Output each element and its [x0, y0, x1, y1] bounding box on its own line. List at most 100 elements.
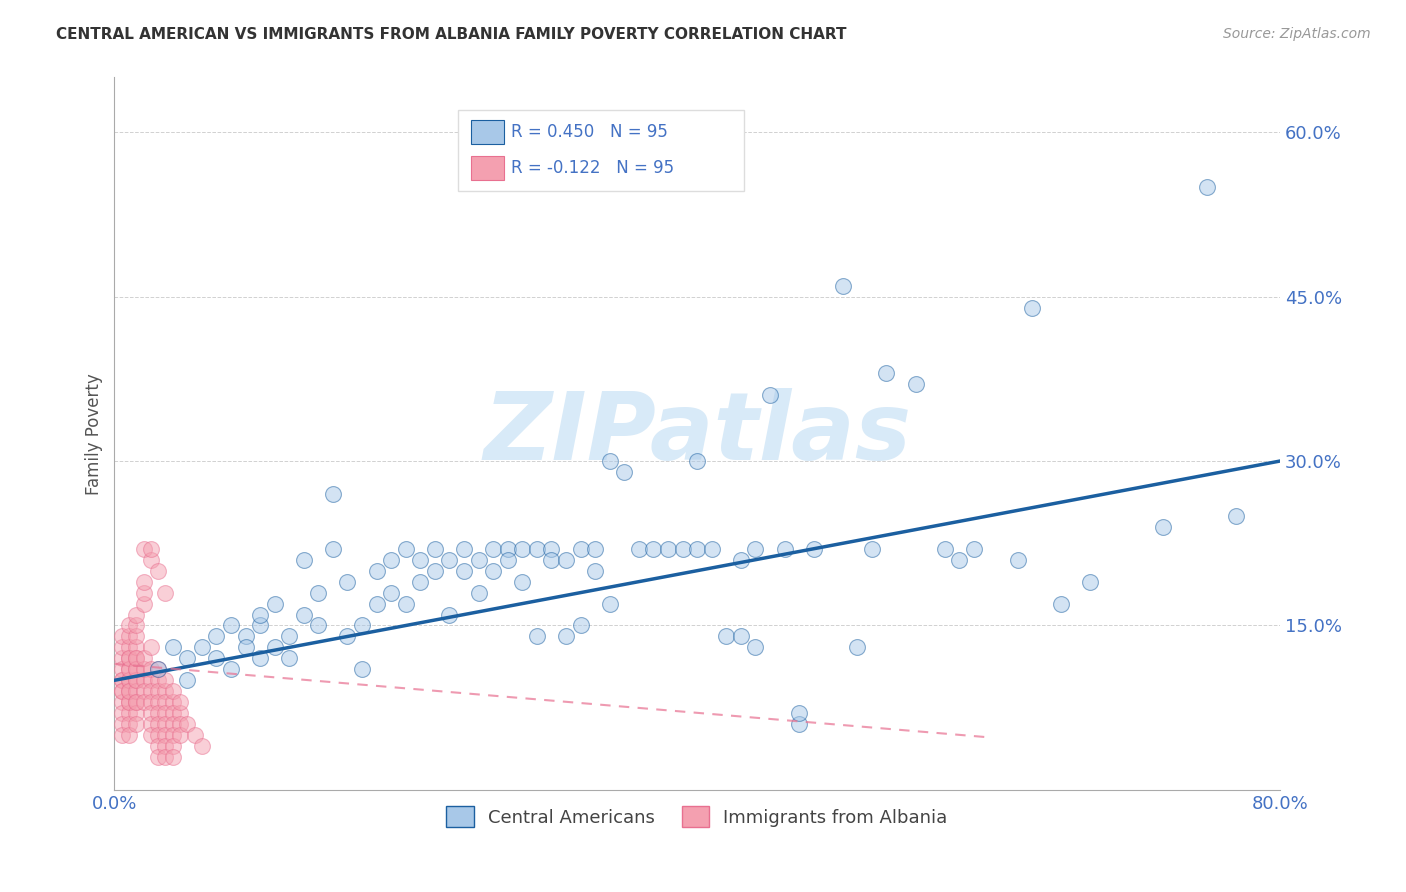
Point [1225, 508, 1247, 523]
Point [496, 541, 519, 556]
Point [352, 662, 374, 676]
Point [132, 597, 155, 611]
Point [787, 717, 810, 731]
Legend: Central Americans, Immigrants from Albania: Central Americans, Immigrants from Alban… [439, 799, 955, 834]
Point [139, 684, 162, 698]
Point [132, 651, 155, 665]
Point [162, 739, 184, 753]
Point [162, 750, 184, 764]
Point [125, 618, 148, 632]
Point [118, 651, 141, 665]
Point [366, 564, 388, 578]
Point [380, 553, 402, 567]
Point [155, 750, 177, 764]
Point [671, 541, 693, 556]
Point [146, 717, 169, 731]
Point [111, 695, 134, 709]
Point [249, 607, 271, 622]
Point [155, 706, 177, 721]
Point [716, 630, 738, 644]
Point [118, 695, 141, 709]
Point [599, 454, 621, 468]
Point [125, 651, 148, 665]
Point [111, 673, 134, 688]
Point [162, 717, 184, 731]
Point [146, 728, 169, 742]
Point [307, 585, 329, 599]
Point [146, 750, 169, 764]
Point [555, 553, 578, 567]
Point [263, 597, 285, 611]
Point [627, 541, 650, 556]
Point [876, 367, 898, 381]
Point [162, 695, 184, 709]
Point [146, 662, 169, 676]
Text: CENTRAL AMERICAN VS IMMIGRANTS FROM ALBANIA FAMILY POVERTY CORRELATION CHART: CENTRAL AMERICAN VS IMMIGRANTS FROM ALBA… [56, 27, 846, 42]
Point [125, 684, 148, 698]
Point [162, 728, 184, 742]
Point [409, 574, 432, 589]
Text: Source: ZipAtlas.com: Source: ZipAtlas.com [1223, 27, 1371, 41]
Point [139, 673, 162, 688]
Point [395, 541, 418, 556]
Point [118, 662, 141, 676]
Point [904, 377, 927, 392]
Point [730, 630, 752, 644]
Point [139, 728, 162, 742]
Point [132, 673, 155, 688]
Point [803, 541, 825, 556]
Point [125, 651, 148, 665]
Point [846, 640, 869, 655]
Point [125, 640, 148, 655]
Point [380, 585, 402, 599]
Point [439, 607, 461, 622]
Point [787, 706, 810, 721]
Point [155, 728, 177, 742]
Point [118, 684, 141, 698]
Point [155, 695, 177, 709]
FancyBboxPatch shape [471, 120, 503, 145]
Point [934, 541, 956, 556]
Point [169, 695, 191, 709]
Point [146, 684, 169, 698]
Point [111, 673, 134, 688]
Point [336, 630, 359, 644]
Point [583, 564, 606, 578]
Point [132, 574, 155, 589]
Point [453, 564, 475, 578]
Point [1152, 520, 1174, 534]
Point [278, 630, 301, 644]
Point [395, 597, 418, 611]
Point [366, 597, 388, 611]
Point [111, 728, 134, 742]
Point [162, 684, 184, 698]
Point [453, 541, 475, 556]
Point [118, 706, 141, 721]
Point [205, 630, 228, 644]
Point [146, 673, 169, 688]
Point [162, 640, 184, 655]
Point [118, 717, 141, 731]
Point [657, 541, 679, 556]
Point [700, 541, 723, 556]
Point [219, 618, 242, 632]
Point [963, 541, 986, 556]
Point [125, 630, 148, 644]
Point [169, 706, 191, 721]
Point [139, 706, 162, 721]
Text: R = -0.122   N = 95: R = -0.122 N = 95 [510, 159, 673, 177]
Point [322, 541, 344, 556]
Point [125, 695, 148, 709]
Point [118, 684, 141, 698]
Point [139, 695, 162, 709]
Point [155, 673, 177, 688]
Point [292, 553, 315, 567]
Text: ZIPatlas: ZIPatlas [484, 388, 911, 480]
Point [540, 553, 562, 567]
Point [176, 717, 198, 731]
Point [467, 585, 489, 599]
Point [132, 695, 155, 709]
Point [759, 388, 782, 402]
Point [118, 673, 141, 688]
Point [118, 618, 141, 632]
